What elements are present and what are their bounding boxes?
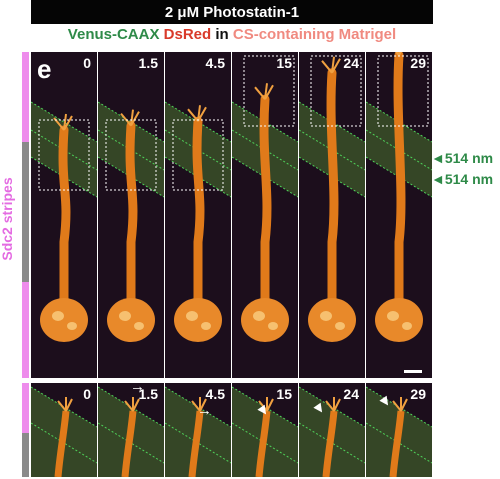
- sdc2-stripe-gray-2: [22, 433, 29, 477]
- micrograph-bottom-4: [299, 383, 365, 477]
- growth-cone-arrow-marker: →: [130, 378, 145, 395]
- micrograph-top-5: [366, 52, 432, 378]
- bottom-panel-0: 0: [31, 383, 97, 477]
- top-panel-3: 15: [232, 52, 298, 378]
- micrograph-bottom-3: [232, 383, 298, 477]
- top-timepoint-label: 15: [276, 55, 292, 71]
- bottom-panel-2: 4.5: [165, 383, 231, 477]
- sdc2-stripes-label: Sdc2 stripes: [0, 177, 15, 261]
- bottom-timepoint-label: 4.5: [205, 386, 225, 402]
- micrograph-top-0: [31, 52, 97, 378]
- bottom-panel-4: 24: [299, 383, 365, 477]
- subtitle-matrigel: CS-containing Matrigel: [232, 26, 397, 43]
- scale-bar: [404, 370, 422, 373]
- growth-cone-arrow-marker: →: [197, 402, 212, 419]
- bottom-timepoint-label: 0: [83, 386, 91, 402]
- micrograph-top-2: [165, 52, 231, 378]
- micrograph-top-1: [98, 52, 164, 378]
- bottom-timepoint-label: 29: [410, 386, 426, 402]
- bottom-timepoint-label: 15: [276, 386, 292, 402]
- micrograph-bottom-2: [165, 383, 231, 477]
- subtitle-in: in: [215, 26, 229, 43]
- sdc2-stripe-pink-2: [22, 282, 29, 378]
- micrograph-top-3: [232, 52, 298, 378]
- sdc2-stripe-pink-1: [22, 52, 29, 142]
- top-panel-5: 29: [366, 52, 432, 378]
- bottom-panel-1: 1.5: [98, 383, 164, 477]
- bottom-timepoint-label: 1.5: [138, 386, 158, 402]
- panel-letter: e: [37, 54, 52, 84]
- sdc2-stripe-gray-1: [22, 142, 29, 282]
- subtitle-dsred: DsRed: [163, 26, 212, 43]
- top-panel-4: 24: [299, 52, 365, 378]
- figure-subtitle: Venus-CAAX DsRed in CS-containing Matrig…: [31, 26, 433, 46]
- top-timepoint-label: 0: [83, 55, 91, 71]
- top-timepoint-label: 1.5: [138, 55, 158, 71]
- top-panel-2: 4.5: [165, 52, 231, 378]
- bottom-timepoint-label: 24: [343, 386, 359, 402]
- sdc2-stripe-pink-3: [22, 383, 29, 433]
- micrograph-top-4: [299, 52, 365, 378]
- micrograph-bottom-0: [31, 383, 97, 477]
- top-panel-1: 1.5: [98, 52, 164, 378]
- top-timepoint-label: 24: [343, 55, 359, 71]
- subtitle-venus: Venus-CAAX: [67, 26, 160, 43]
- micrograph-bottom-1: [98, 383, 164, 477]
- top-timepoint-label: 4.5: [205, 55, 225, 71]
- top-timepoint-label: 29: [410, 55, 426, 71]
- wavelength-label-2: ◄514 nm: [431, 171, 494, 187]
- micrograph-bottom-5: [366, 383, 432, 477]
- bottom-panel-3: 15: [232, 383, 298, 477]
- figure-title: 2 μM Photostatin-1: [31, 0, 433, 24]
- wavelength-label-1: ◄514 nm: [431, 150, 494, 166]
- bottom-panel-5: 29: [366, 383, 432, 477]
